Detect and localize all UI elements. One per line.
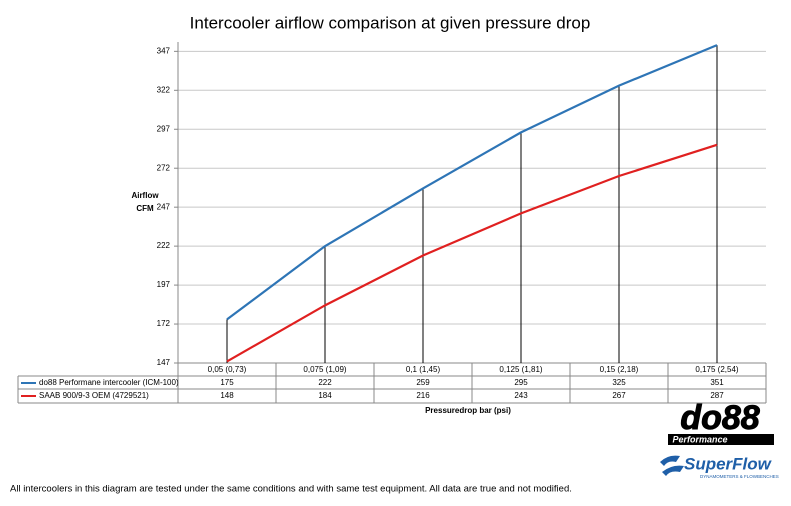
- logo-band: [668, 434, 774, 445]
- x-tick-label: 0,05 (0,73): [208, 365, 247, 374]
- footnote: All intercoolers in this diagram are tes…: [10, 484, 572, 495]
- table-value: 184: [318, 391, 332, 400]
- chart-title: Intercooler airflow comparison at given …: [190, 13, 591, 32]
- y-tick-label: 297: [157, 124, 171, 133]
- logo-text: SuperFlow: [684, 454, 773, 473]
- legend-label: do88 Performane intercooler (ICM-100): [39, 378, 179, 387]
- legend-label: SAAB 900/9-3 OEM (4729521): [39, 391, 149, 400]
- table-value: 267: [612, 391, 626, 400]
- x-tick-label: 0,1 (1,45): [406, 365, 441, 374]
- series-line: [226, 143, 718, 363]
- y-tick-label: 322: [157, 85, 171, 94]
- y-tick-label: 172: [157, 319, 171, 328]
- logo-text: Performance: [672, 434, 727, 444]
- superflow-logo: SuperFlow DYNAMOMETERS & FLOWBENCHES: [660, 454, 779, 479]
- table-value: 351: [710, 378, 724, 387]
- table-value: 295: [514, 378, 528, 387]
- y-tick-label: 272: [157, 163, 171, 172]
- y-axis-label: CFM: [136, 204, 154, 213]
- table-value: 259: [416, 378, 430, 387]
- table-value: 175: [220, 378, 234, 387]
- table-value: 325: [612, 378, 626, 387]
- table-value: 243: [514, 391, 528, 400]
- y-tick-label: 222: [157, 241, 171, 250]
- x-axis-label: Pressuredrop bar (psi): [425, 406, 511, 415]
- y-axis-label: Airflow: [131, 191, 159, 200]
- table-value: 222: [318, 378, 332, 387]
- y-tick-label: 247: [157, 202, 171, 211]
- x-tick-label: 0,15 (2,18): [600, 365, 639, 374]
- x-tick-label: 0,075 (1,09): [303, 365, 346, 374]
- logo-text: do88: [680, 399, 759, 437]
- y-tick-label: 197: [157, 280, 171, 289]
- series-line: [226, 44, 718, 321]
- table-value: 216: [416, 391, 430, 400]
- table-value: 287: [710, 391, 724, 400]
- y-tick-label: 347: [157, 46, 171, 55]
- x-tick-label: 0,175 (2,54): [695, 365, 738, 374]
- logo-text: DYNAMOMETERS & FLOWBENCHES: [700, 474, 779, 479]
- do88-logo: do88 Performance: [666, 398, 776, 447]
- y-tick-label: 147: [157, 358, 171, 367]
- x-tick-label: 0,125 (1,81): [499, 365, 542, 374]
- table-value: 148: [220, 391, 234, 400]
- logo-swoosh: [660, 455, 684, 476]
